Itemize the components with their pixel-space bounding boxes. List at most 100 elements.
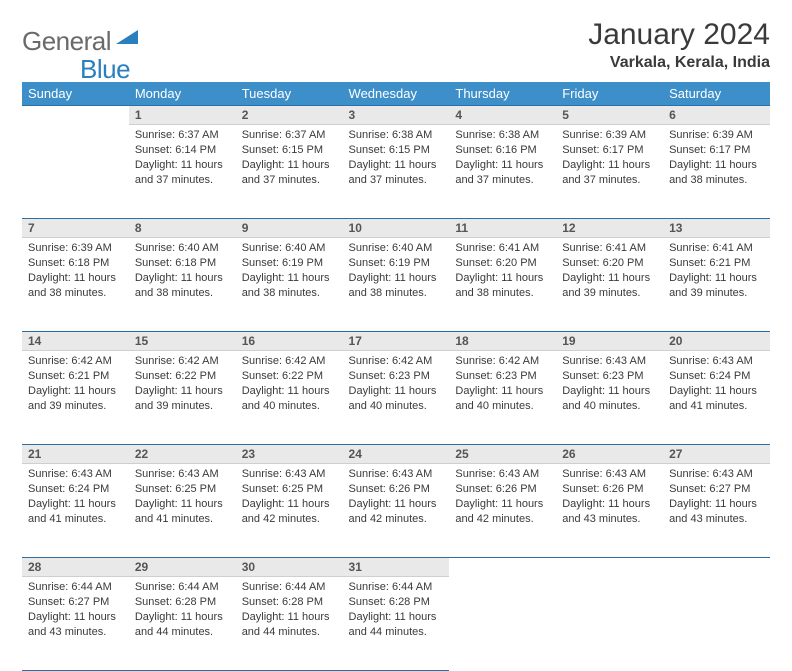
day-number: 23 <box>236 445 343 464</box>
day-number: 19 <box>556 332 663 351</box>
day-number: 28 <box>22 558 129 577</box>
daylight2: and 42 minutes. <box>242 513 320 525</box>
daylight1: Daylight: 11 hours <box>669 272 757 284</box>
dayhead-thu: Thursday <box>449 82 556 106</box>
day-cell: Sunrise: 6:38 AMSunset: 6:16 PMDaylight:… <box>449 125 556 187</box>
sunset: Sunset: 6:19 PM <box>349 257 430 269</box>
daylight1: Daylight: 11 hours <box>669 159 757 171</box>
page-header: General January 2024 Varkala, Kerala, In… <box>22 18 770 72</box>
calendar-table: Sunday Monday Tuesday Wednesday Thursday… <box>22 82 770 671</box>
sunrise: Sunrise: 6:38 AM <box>349 129 433 141</box>
day-cell: Sunrise: 6:42 AM Sunset: 6:23 PM Daylight:… <box>449 351 556 413</box>
daylight1: Daylight: 11 hours <box>562 385 650 397</box>
logo: General <box>22 26 140 57</box>
daylight1: Daylight: 11 hours <box>135 498 223 510</box>
day-cell: Sunrise: 6:37 AMSunset: 6:15 PMDaylight:… <box>236 125 343 187</box>
sunrise: Sunrise: 6:44 AM <box>135 581 219 593</box>
day-number: 31 <box>343 558 450 577</box>
day-cell: Sunrise: 6:37 AMSunset: 6:14 PMDaylight:… <box>129 125 236 187</box>
day-number: 7 <box>22 219 129 238</box>
daylight1: Daylight: 11 hours <box>349 272 437 284</box>
sunrise: Sunrise: 6:41 AM <box>455 242 539 254</box>
sunrise: Sunrise: 6:40 AM <box>242 242 326 254</box>
daylight2: and 43 minutes. <box>669 513 747 525</box>
sunset: Sunset: 6:17 PM <box>669 144 750 156</box>
daylight1: Daylight: 11 hours <box>242 272 330 284</box>
sunrise: Sunrise: 6:40 AM <box>135 242 219 254</box>
daylight1: Daylight: 11 hours <box>349 385 437 397</box>
daylight2: and 44 minutes. <box>135 626 213 638</box>
day-cell: Sunrise: 6:42 AMSunset: 6:21 PMDaylight:… <box>22 351 129 413</box>
daylight1: Daylight: 11 hours <box>28 611 116 623</box>
sunset: Sunset: 6:21 PM <box>28 370 109 382</box>
daylight1: Daylight: 11 hours <box>135 272 223 284</box>
week-row: Sunrise: 6:44 AMSunset: 6:27 PMDaylight:… <box>22 577 770 671</box>
daylight2: and 40 minutes. <box>349 400 427 412</box>
sunrise: Sunrise: 6:41 AM <box>669 242 753 254</box>
sunrise: Sunrise: 6:43 AM <box>562 355 646 367</box>
sunrise: Sunrise: 6:37 AM <box>242 129 326 141</box>
day-cell: Sunrise: 6:41 AMSunset: 6:20 PMDaylight:… <box>556 238 663 300</box>
daylight2: and 38 minutes. <box>669 174 747 186</box>
sunrise: Sunrise: 6:44 AM <box>28 581 112 593</box>
sunset: Sunset: 6:23 PM <box>349 370 430 382</box>
daylight1: Daylight: 11 hours <box>242 498 330 510</box>
daylight2: and 39 minutes. <box>669 287 747 299</box>
day-cell: Sunrise: 6:41 AMSunset: 6:21 PMDaylight:… <box>663 238 770 300</box>
day-cell: Sunrise: 6:40 AMSunset: 6:19 PMDaylight:… <box>236 238 343 300</box>
daylight1: Daylight: 11 hours <box>562 159 650 171</box>
daylight2: and 42 minutes. <box>349 513 427 525</box>
daylight1: Daylight: 11 hours <box>349 611 437 623</box>
daylight1: Daylight: 11 hours <box>349 498 437 510</box>
sunset: Sunset: 6:24 PM <box>28 483 109 495</box>
sunset: Sunset: 6:23 PM <box>455 370 536 382</box>
sunrise: Sunrise: 6:42 AM <box>242 355 326 367</box>
day-number: 20 <box>663 332 770 351</box>
daylight2: and 38 minutes. <box>242 287 320 299</box>
dayhead-mon: Monday <box>129 82 236 106</box>
sunset: Sunset: 6:14 PM <box>135 144 216 156</box>
daylight2: and 38 minutes. <box>455 287 533 299</box>
week-row: Sunrise: 6:39 AM Sunset: 6:18 PM Daylight:… <box>22 238 770 332</box>
daylight2: and 39 minutes. <box>562 287 640 299</box>
sunset: Sunset: 6:25 PM <box>242 483 323 495</box>
daylight1: Daylight: 11 hours <box>455 272 543 284</box>
sunrise: Sunrise: 6:44 AM <box>349 581 433 593</box>
week-row: Sunrise: 6:37 AM Sunset: 6:14 PM Daylight:… <box>22 125 770 219</box>
day-cell: Sunrise: 6:40 AMSunset: 6:18 PMDaylight:… <box>129 238 236 300</box>
sunset: Sunset: 6:26 PM <box>349 483 430 495</box>
sunset: Sunset: 6:18 PM <box>28 257 109 269</box>
day-number <box>22 106 129 125</box>
day-cell: Sunrise: 6:43 AMSunset: 6:26 PMDaylight:… <box>556 464 663 526</box>
sunrise: Sunrise: 6:38 AM <box>455 129 539 141</box>
daylight2: and 39 minutes. <box>28 400 106 412</box>
day-cell: Sunrise: 6:39 AMSunset: 6:18 PMDaylight:… <box>22 238 129 300</box>
sunrise: Sunrise: 6:43 AM <box>669 355 753 367</box>
day-cell: Sunrise: 6:40 AM Sunset: 6:19 PM Daylight:… <box>343 238 450 300</box>
daylight2: and 44 minutes. <box>349 626 427 638</box>
sunrise: Sunrise: 6:40 AM <box>349 242 433 254</box>
day-cell: Sunrise: 6:44 AMSunset: 6:28 PMDaylight:… <box>129 577 236 639</box>
logo-triangle-icon <box>116 28 138 51</box>
daylight2: and 37 minutes. <box>242 174 320 186</box>
dayhead-tue: Tuesday <box>236 82 343 106</box>
day-number: 13 <box>663 219 770 238</box>
sunrise: Sunrise: 6:37 AM <box>135 129 219 141</box>
sunrise: Sunrise: 6:42 AM <box>455 355 539 367</box>
week-row: Sunrise: 6:42 AM Sunset: 6:21 PM Daylight:… <box>22 351 770 445</box>
daynum-row: 78910111213 <box>22 219 770 238</box>
day-number: 16 <box>236 332 343 351</box>
daylight1: Daylight: 11 hours <box>242 611 330 623</box>
day-cell: Sunrise: 6:42 AMSunset: 6:22 PMDaylight:… <box>236 351 343 413</box>
daynum-row: 21222324252627 <box>22 445 770 464</box>
sunset: Sunset: 6:20 PM <box>455 257 536 269</box>
daylight2: and 38 minutes. <box>28 287 106 299</box>
daylight1: Daylight: 11 hours <box>455 385 543 397</box>
sunset: Sunset: 6:16 PM <box>455 144 536 156</box>
daylight2: and 40 minutes. <box>455 400 533 412</box>
sunrise: Sunrise: 6:39 AM <box>28 242 112 254</box>
daylight1: Daylight: 11 hours <box>669 385 757 397</box>
sunrise: Sunrise: 6:39 AM <box>562 129 646 141</box>
day-cell <box>22 125 129 128</box>
daylight1: Daylight: 11 hours <box>28 385 116 397</box>
